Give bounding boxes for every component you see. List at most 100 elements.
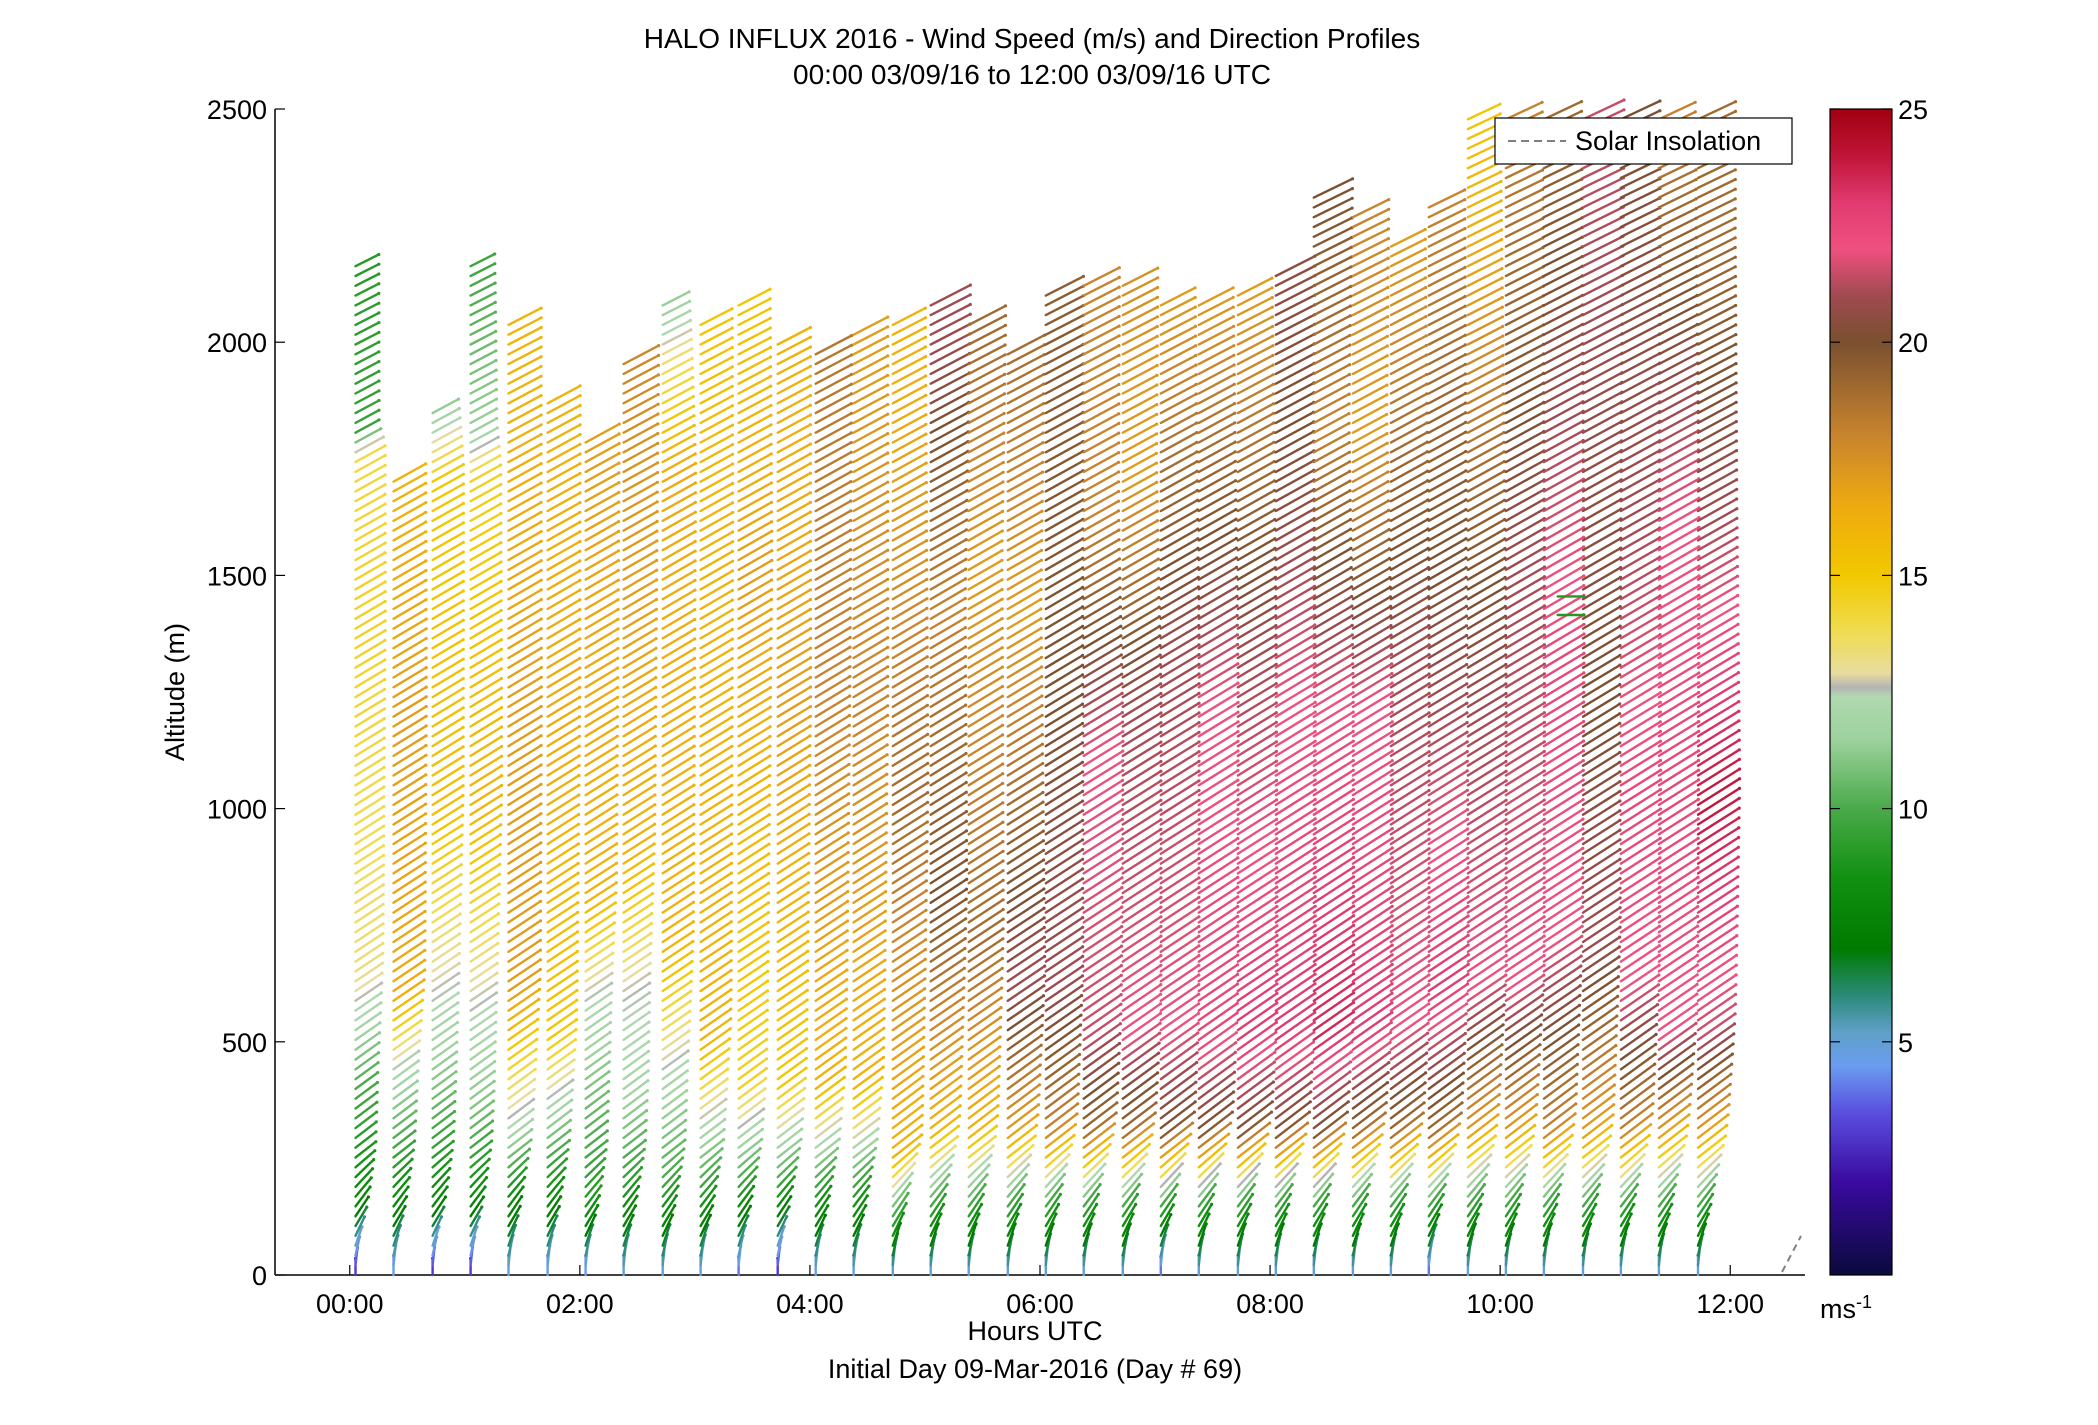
wind-barb [354, 292, 380, 307]
wind-barb-tip [767, 852, 771, 856]
wind-barb [1082, 586, 1122, 611]
wind-barb [469, 1119, 494, 1140]
wind-barb [699, 1184, 718, 1208]
wind-barb [507, 948, 542, 973]
wind-barb-tip [382, 824, 386, 828]
wind-barb [1082, 818, 1124, 846]
wind-barb-tip [461, 774, 465, 778]
wind-barb [699, 637, 734, 660]
wind-barb [1121, 896, 1163, 924]
wind-barb-tip [1039, 578, 1043, 582]
wind-barb-tip [885, 713, 890, 718]
wind-barb [469, 454, 502, 474]
wind-barb-tip [382, 785, 386, 789]
wind-barb-tip [884, 821, 889, 825]
wind-barb-tip [539, 656, 543, 660]
wind-barb-tip [1112, 1122, 1117, 1126]
wind-barb [929, 538, 968, 562]
wind-barb [814, 704, 851, 728]
wind-barb [392, 530, 427, 552]
wind-barb-tip [808, 578, 813, 582]
wind-barb-tip [808, 773, 812, 777]
wind-barb [1159, 595, 1200, 620]
wind-barb [929, 1144, 957, 1169]
wind-barb-tip [886, 461, 890, 465]
wind-barb [1044, 673, 1084, 699]
wind-barb [584, 871, 618, 895]
wind-barb-tip [1313, 681, 1317, 685]
wind-barb-tip [615, 822, 619, 826]
wind-barb [814, 1127, 842, 1149]
wind-barb-tip [1042, 984, 1046, 988]
wind-barb-tip [803, 1076, 808, 1080]
wind-barb-tip [616, 666, 620, 670]
wind-barb [1006, 656, 1043, 679]
wind-barb [392, 1019, 423, 1042]
wind-barb-tip [1040, 752, 1045, 756]
wind-barb [622, 354, 660, 376]
wind-barb [392, 871, 427, 895]
wind-barb-tip [768, 287, 772, 291]
wind-barb-tip [808, 588, 813, 592]
wind-barb-tip [1067, 1153, 1071, 1157]
wind-barb [1082, 315, 1121, 336]
wind-barb [1082, 808, 1124, 836]
wind-barb-tip [845, 929, 849, 933]
wind-barb-tip [964, 917, 968, 921]
wind-barb-tip [925, 703, 930, 707]
wind-barb [737, 375, 772, 395]
wind-barb-tip [1235, 585, 1239, 589]
wind-barb [354, 688, 386, 709]
wind-barb [891, 1006, 926, 1032]
wind-barb-tip [981, 1192, 985, 1196]
wind-barb-tip [886, 451, 890, 455]
wind-barb [392, 1167, 412, 1189]
wind-barb [699, 891, 733, 914]
wind-barb [699, 1175, 719, 1198]
wind-barb-tip [1040, 684, 1044, 688]
wind-barb-tip [493, 1050, 497, 1054]
wind-barb-tip [539, 549, 543, 553]
wind-barb-tip [539, 530, 543, 534]
wind-barb-tip [613, 911, 617, 915]
wind-barb [354, 1051, 380, 1071]
wind-barb [546, 1048, 576, 1071]
wind-barb-tip [424, 462, 428, 466]
wind-barb-tip [647, 1020, 651, 1024]
wind-barb [546, 881, 580, 904]
wind-barb-tip [1275, 953, 1279, 957]
wind-barb-tip [865, 1194, 869, 1198]
wind-barb-tip [576, 881, 580, 885]
wind-barb-tip [731, 540, 735, 544]
wind-barb [814, 480, 853, 503]
wind-barb [661, 627, 696, 650]
wind-barb [1159, 935, 1201, 963]
wind-barb [546, 1157, 568, 1179]
wind-barb-tip [769, 588, 774, 592]
wind-barb-tip [575, 969, 579, 973]
wind-barb-tip [1236, 953, 1240, 957]
wind-barb [737, 1165, 759, 1189]
wind-barb [469, 330, 497, 346]
wind-barb [1044, 790, 1084, 816]
wind-barb-tip [808, 714, 812, 718]
wind-barb-tip [1041, 1004, 1045, 1008]
wind-barb-tip [925, 626, 929, 630]
wind-barb [1006, 510, 1044, 532]
wind-barb [852, 1056, 885, 1081]
wind-barb-tip [843, 1065, 847, 1069]
wind-barb [1274, 449, 1316, 474]
wind-barb-tip [1106, 1152, 1110, 1156]
wind-barb [507, 647, 543, 669]
wind-barb [1044, 352, 1085, 376]
wind-barb-tip [539, 491, 543, 495]
wind-barb-tip [964, 684, 968, 688]
wind-barb-tip [442, 1205, 446, 1209]
wind-barb-tip [882, 1026, 886, 1030]
wind-barb-tip [1081, 274, 1085, 278]
wind-barb [776, 910, 810, 934]
wind-barb-tip [1117, 1051, 1121, 1055]
wind-barb-tip [1233, 1050, 1237, 1054]
wind-barb [1236, 895, 1279, 924]
wind-barb-tip [1195, 1041, 1199, 1045]
